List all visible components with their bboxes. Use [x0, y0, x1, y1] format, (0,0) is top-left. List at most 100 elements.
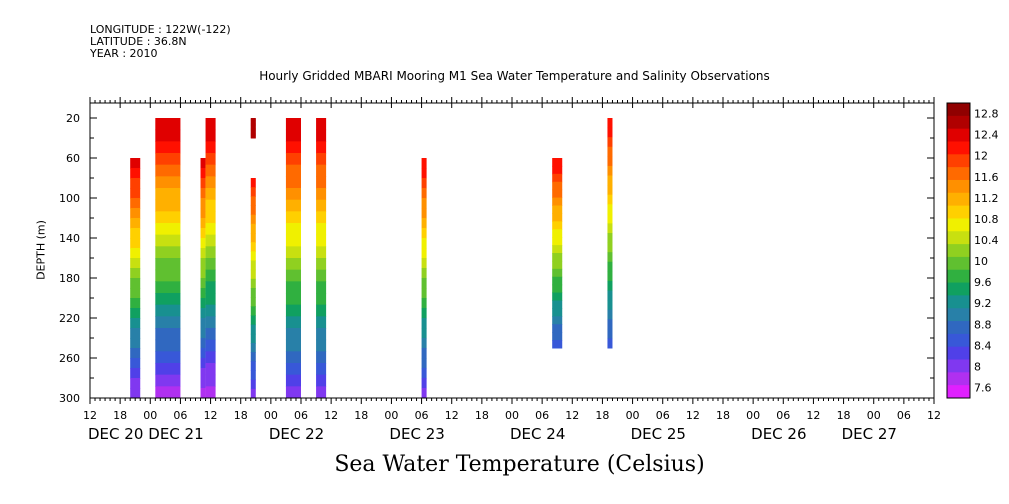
data-column-6: [285, 386, 301, 399]
data-column-10: [607, 242, 613, 253]
data-column-6: [285, 363, 301, 376]
data-column-5: [250, 187, 256, 197]
data-column-10: [607, 280, 613, 291]
data-column-1: [155, 211, 181, 224]
data-column-4: [250, 120, 256, 122]
data-column-8: [421, 278, 427, 289]
colorbar-label: 11.6: [974, 171, 999, 184]
data-column-7: [316, 188, 327, 201]
colorbar-swatch: [947, 321, 970, 335]
data-column-1: [155, 164, 181, 177]
data-column-5: [250, 315, 256, 326]
colorbar-label: 9.2: [974, 297, 992, 310]
chart-title: Hourly Gridded MBARI Mooring M1 Sea Wate…: [259, 69, 770, 83]
data-column-4: [250, 130, 256, 132]
data-column-9: [552, 260, 563, 270]
data-column-6: [285, 176, 301, 189]
data-column-9: [552, 213, 563, 222]
data-column-0: [130, 298, 141, 309]
data-column-7: [316, 258, 327, 271]
data-column-9: [552, 189, 563, 199]
data-column-0: [130, 248, 141, 259]
data-column-4: [250, 118, 256, 121]
data-column-4: [250, 133, 256, 136]
hour-tick-label: 18: [716, 409, 730, 422]
latitude-label: LATITUDE : 36.8N: [90, 35, 187, 48]
data-column-1: [155, 188, 181, 201]
colorbar-swatch: [947, 141, 970, 155]
data-column-0: [130, 178, 141, 189]
data-column-7: [316, 293, 327, 306]
hour-tick-label: 18: [595, 409, 609, 422]
hour-tick-label: 00: [384, 409, 398, 422]
data-column-8: [421, 388, 427, 399]
data-column-1: [155, 223, 181, 236]
data-column-7: [316, 246, 327, 259]
colorbar-label: 10.4: [974, 234, 999, 247]
data-column-3: [205, 141, 216, 154]
data-column-5: [250, 388, 256, 399]
data-column-1: [155, 141, 181, 154]
data-column-1: [155, 374, 181, 387]
colorbar-swatch: [947, 372, 970, 386]
y-tick-label: 180: [59, 272, 80, 285]
colorbar-label: 10.8: [974, 213, 999, 226]
colorbar-swatch: [947, 333, 970, 348]
data-column-1: [155, 351, 181, 364]
data-column-4: [250, 129, 256, 131]
data-column-7: [316, 141, 327, 154]
hour-tick-label: 06: [415, 409, 429, 422]
data-column-2: [200, 348, 206, 359]
y-tick-label: 140: [59, 232, 80, 245]
data-column-2: [200, 288, 206, 299]
data-column-7: [316, 129, 327, 142]
data-column-8: [421, 348, 427, 359]
data-column-9: [552, 221, 563, 230]
data-column-9: [552, 205, 563, 214]
data-column-6: [285, 328, 301, 341]
data-column-4: [250, 132, 256, 134]
hour-tick-label: 06: [535, 409, 549, 422]
data-column-8: [421, 368, 427, 379]
data-column-8: [421, 198, 427, 209]
colorbar-swatch: [947, 205, 970, 219]
data-column-1: [155, 234, 181, 247]
data-column-7: [316, 374, 327, 387]
hour-tick-label: 18: [475, 409, 489, 422]
hour-tick-label: 06: [776, 409, 790, 422]
data-column-6: [285, 351, 301, 364]
data-column-7: [316, 153, 327, 166]
data-column-4: [250, 118, 256, 120]
data-column-0: [130, 188, 141, 199]
data-column-5: [250, 205, 256, 216]
data-column-10: [607, 118, 613, 129]
data-column-10: [607, 156, 613, 167]
data-column-0: [130, 378, 141, 389]
hour-tick-label: 12: [204, 409, 218, 422]
data-column-2: [200, 248, 206, 259]
colorbar-swatch: [947, 128, 970, 142]
data-column-10: [607, 137, 613, 148]
data-column-10: [607, 194, 613, 205]
data-column-0: [130, 328, 141, 339]
data-column-8: [421, 358, 427, 369]
data-column-6: [285, 246, 301, 259]
data-column-6: [285, 188, 301, 201]
data-column-5: [250, 242, 256, 252]
data-column-4: [250, 133, 256, 135]
hour-tick-label: 06: [897, 409, 911, 422]
data-column-8: [421, 328, 427, 339]
data-column-2: [200, 198, 206, 209]
data-column-1: [155, 281, 181, 294]
data-column-3: [205, 258, 216, 271]
data-column-7: [316, 164, 327, 177]
data-column-2: [200, 158, 206, 169]
colorbar-label: 12.8: [974, 108, 999, 121]
hour-tick-label: 00: [143, 409, 157, 422]
data-column-3: [205, 118, 216, 131]
colorbar-label: 11.2: [974, 192, 999, 205]
hour-tick-label: 18: [234, 409, 248, 422]
data-column-2: [200, 318, 206, 329]
data-column-6: [285, 293, 301, 306]
